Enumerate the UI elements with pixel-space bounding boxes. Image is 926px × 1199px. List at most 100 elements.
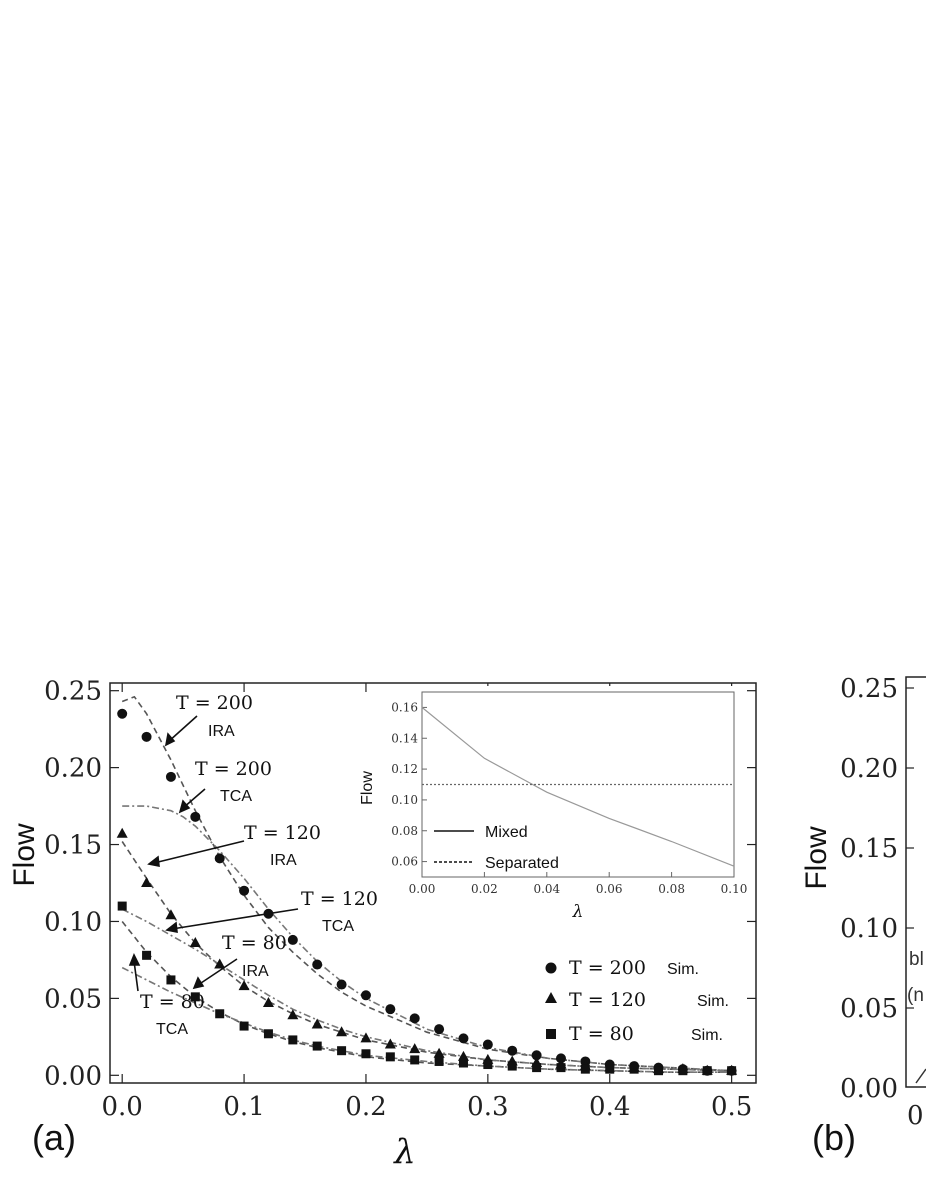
sim-marker-t80: [385, 1052, 395, 1062]
annotation-t80-ira-main: T = 80: [222, 932, 287, 954]
curve-t200-ira: [121, 695, 732, 1072]
panel-b-y-label: Flow: [800, 826, 833, 890]
sim-marker-t200: [409, 1013, 420, 1024]
sim-marker-t80: [434, 1056, 444, 1066]
sim-marker-t200: [360, 990, 371, 1001]
arrowhead-icon: [178, 799, 191, 814]
panel-b-ytick: 0.00: [840, 1074, 898, 1104]
sim-marker-t80: [166, 975, 176, 985]
arrowhead-icon: [128, 953, 141, 966]
sim-marker-t200: [482, 1039, 493, 1050]
sim-marker-t200: [555, 1053, 566, 1064]
sim-marker-t80: [312, 1041, 322, 1051]
sim-marker-t120: [165, 909, 177, 920]
sim-marker-t80: [629, 1064, 639, 1074]
inset-legend-separated-label: Separated: [485, 855, 559, 872]
y-tick-label: 0.05: [44, 984, 102, 1014]
annotation-t200-tca-sub: TCA: [220, 788, 252, 805]
legend-t120-label: T = 120: [569, 989, 646, 1011]
inset-x-tick-label: 0.06: [596, 882, 623, 896]
inset-y-tick-label: 0.06: [391, 855, 418, 869]
arrowhead-icon: [192, 976, 205, 990]
panel-b-partial-marker: [915, 1068, 926, 1084]
inset-x-tick-label: 0.02: [471, 882, 498, 896]
panel-a-y-label: Flow: [8, 823, 41, 887]
panel-a-label: (a): [32, 1117, 76, 1158]
inset-x-axis: 0.00 0.02 0.04 0.06 0.08 0.10: [409, 872, 748, 896]
sim-marker-t80: [580, 1064, 590, 1074]
sim-marker-t80: [410, 1055, 420, 1065]
inset-x-tick-label: 0.10: [721, 882, 748, 896]
panel-b-fragment-text: bl: [909, 949, 924, 970]
annotation-t120-tca-main: T = 120: [301, 888, 378, 910]
panel-a-inset: 0.060.080.100.120.140.16 0.00 0.02 0.04 0.0…: [359, 686, 747, 922]
x-tick-label: 0.2: [345, 1092, 386, 1122]
sim-marker-t120: [336, 1026, 348, 1037]
x-tick-label: 0.5: [711, 1092, 752, 1122]
y-tick-label: 0.10: [44, 907, 102, 937]
sim-marker-t200: [141, 731, 152, 742]
sim-marker-t120: [214, 958, 226, 969]
arrowhead-icon: [165, 921, 178, 933]
sim-marker-t80: [190, 992, 200, 1002]
sim-marker-t120: [360, 1032, 372, 1043]
sim-marker-t80: [117, 901, 127, 911]
sim-marker-t120: [433, 1047, 445, 1058]
panel-a: 0.00 0.05 0.10 0.15 0.20 0.25 0.0 0.1 0.2 0.3 0.4…: [8, 677, 757, 1172]
inset-legend-mixed-label: Mixed: [485, 824, 528, 841]
sim-marker-t200: [458, 1033, 469, 1044]
sim-marker-t120: [287, 1009, 299, 1020]
panel-b-plot-frame: [905, 676, 926, 1088]
inset-x-label: λ: [572, 902, 584, 922]
sim-marker-t80: [702, 1066, 712, 1076]
inset-x-tick-label: 0.08: [658, 882, 685, 896]
sim-marker-t80: [239, 1021, 249, 1031]
sim-marker-t200: [531, 1050, 542, 1061]
sim-marker-t80: [605, 1064, 615, 1074]
sim-marker-t200: [165, 771, 176, 782]
sim-marker-t200: [385, 1004, 396, 1015]
sim-marker-t200: [287, 934, 298, 945]
sim-marker-t80: [361, 1049, 371, 1059]
arrow-t80-tca: [133, 960, 139, 992]
sim-marker-t80: [727, 1066, 737, 1076]
sim-marker-t80: [653, 1066, 663, 1076]
sim-marker-t120: [457, 1050, 469, 1061]
panel-a-annotation-arrows: [128, 715, 299, 992]
annotation-t80-tca-sub: TCA: [156, 1021, 188, 1038]
panel-b-ytick: 0.15: [840, 834, 898, 864]
sim-marker-t120: [384, 1038, 396, 1049]
y-tick-label: 0.00: [44, 1061, 102, 1091]
panel-a-x-label: λ: [392, 1132, 416, 1172]
annotation-t200-ira-main: T = 200: [176, 692, 253, 714]
x-tick-label: 0.1: [223, 1092, 264, 1122]
legend-t200-label: T = 200: [569, 957, 646, 979]
legend-t200-suffix: Sim.: [667, 961, 699, 978]
curve-t80-tca: [121, 966, 732, 1073]
curve-t120-tca: [121, 908, 732, 1072]
inset-curve-mixed: [421, 706, 735, 867]
arrow-t200-ira: [167, 715, 198, 743]
sim-marker-t80: [263, 1029, 273, 1039]
panel-a-x-axis: 0.0 0.1 0.2 0.3 0.4 0.5: [102, 683, 752, 1122]
inset-legend: Mixed Separated: [434, 824, 559, 872]
sim-marker-t200: [434, 1024, 445, 1035]
annotation-t120-ira-sub: IRA: [270, 852, 297, 869]
sim-marker-t80: [458, 1058, 468, 1068]
annotation-t80-tca-main: T = 80: [140, 991, 205, 1013]
legend-square-marker: [546, 1029, 556, 1039]
inset-y-label: Flow: [359, 771, 376, 805]
inset-y-tick-label: 0.12: [391, 762, 418, 776]
annotation-t200-tca-main: T = 200: [195, 758, 272, 780]
arrowhead-icon: [147, 855, 160, 867]
sim-marker-t80: [507, 1061, 517, 1071]
sim-marker-t200: [336, 979, 347, 990]
inset-curves: [421, 706, 735, 867]
panel-b-xtick: 0: [907, 1101, 924, 1131]
legend-t80-label: T = 80: [569, 1023, 634, 1045]
x-tick-label: 0.4: [589, 1092, 630, 1122]
inset-x-tick-label: 0.00: [409, 882, 436, 896]
inset-y-tick-label: 0.14: [391, 731, 418, 745]
sim-marker-t200: [312, 959, 323, 970]
sim-marker-t120: [262, 997, 274, 1007]
